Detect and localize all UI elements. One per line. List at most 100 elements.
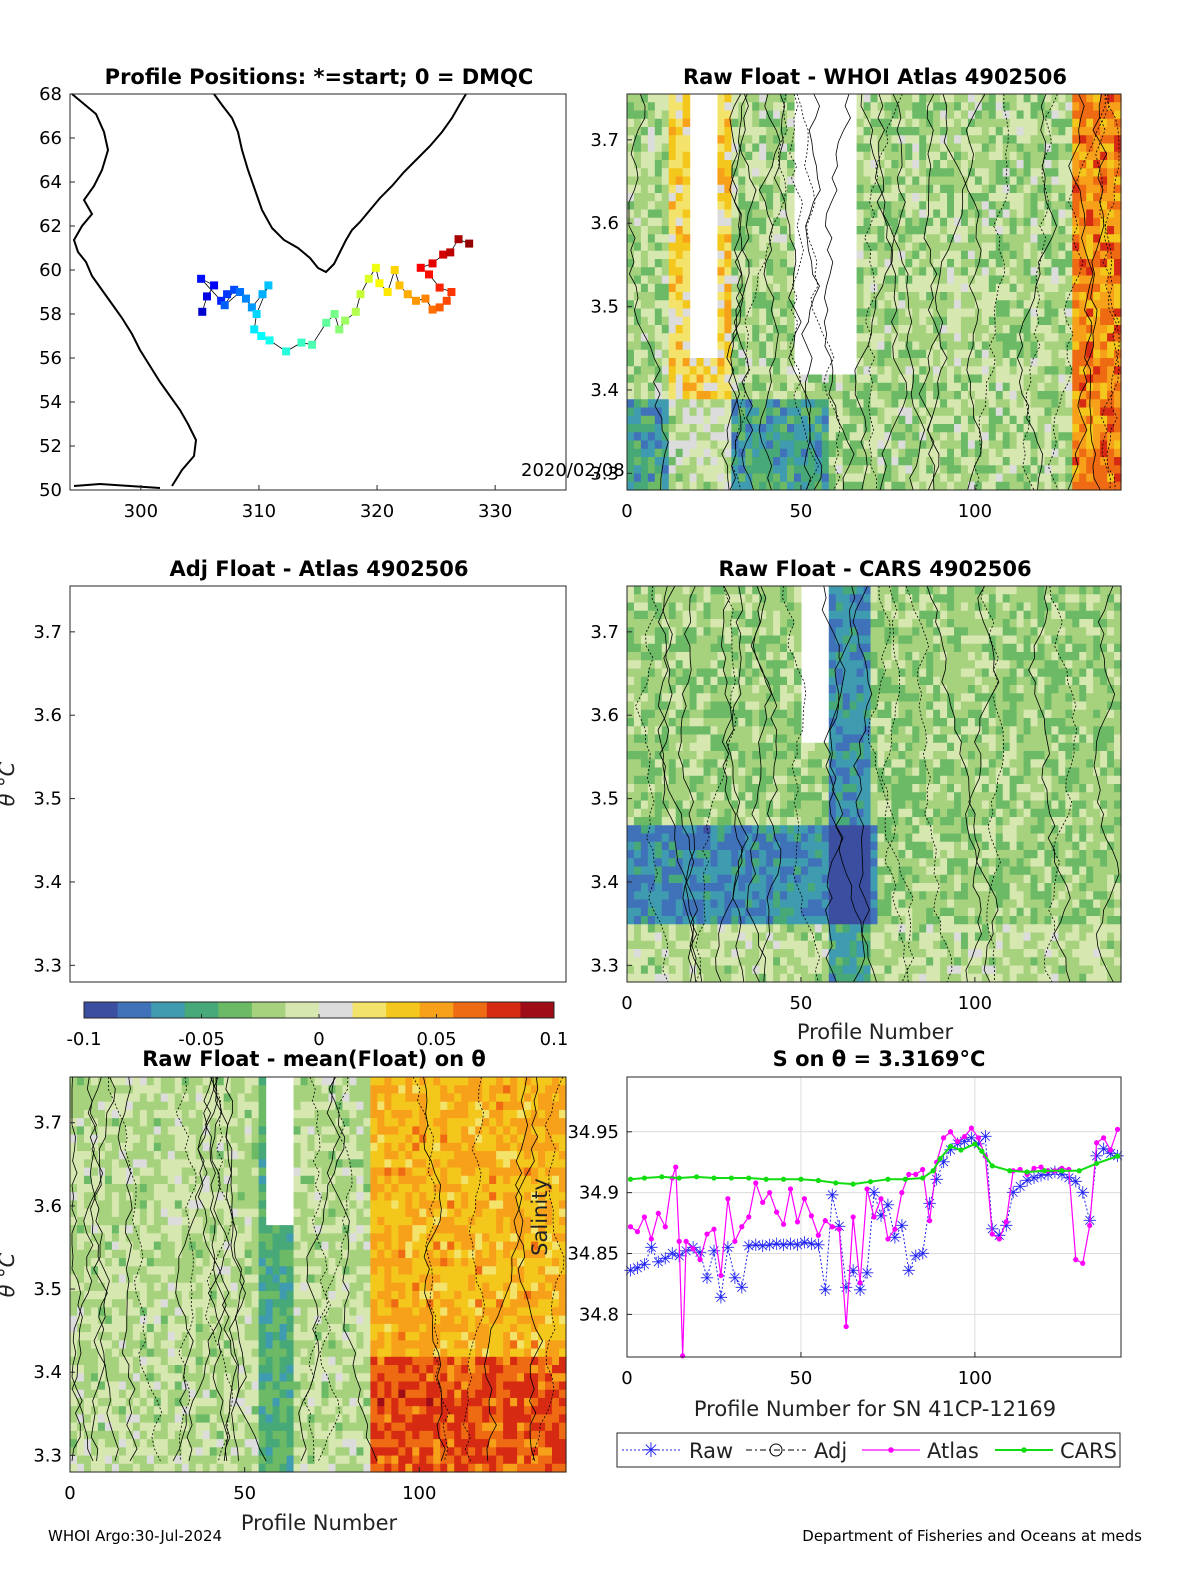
heatmap-cell [1030, 267, 1039, 277]
heatmap-cell [738, 701, 746, 711]
heatmap-cell [877, 292, 886, 301]
heatmap-cell [627, 341, 635, 351]
heatmap-cell [640, 366, 649, 376]
heatmap-cell [668, 349, 677, 359]
heatmap-cell [696, 586, 705, 595]
heatmap-cell [633, 907, 642, 917]
heatmap-cell [835, 973, 844, 983]
heatmap-cell [1023, 366, 1032, 376]
heatmap-cell [780, 325, 788, 334]
heatmap-cell [689, 652, 698, 661]
heatmap-cell [1086, 127, 1094, 136]
heatmap-cell [1002, 275, 1011, 285]
heatmap-cell [981, 358, 990, 367]
heatmap-cell [710, 965, 719, 975]
heatmap-cell [773, 891, 781, 901]
heatmap-cell [738, 333, 746, 343]
heatmap-cell [988, 151, 997, 161]
heatmap-cell [766, 668, 774, 678]
heatmap-cell [919, 193, 927, 202]
heatmap-cell [856, 808, 865, 818]
heatmap-cell [752, 440, 760, 450]
heatmap-cell [717, 127, 726, 136]
heatmap-cell [926, 366, 934, 376]
heatmap-cell [752, 300, 760, 310]
heatmap-cell [919, 407, 927, 417]
contour-line [773, 93, 812, 491]
heatmap-cell [870, 676, 879, 686]
heatmap-cell [640, 209, 649, 219]
heatmap-cell [877, 341, 886, 351]
heatmap-cell [856, 176, 865, 186]
heatmap-cell [884, 874, 892, 884]
heatmap-cell [717, 316, 726, 326]
heatmap-cell [898, 685, 906, 694]
heatmap-cell [696, 808, 705, 818]
heatmap-cell [856, 858, 865, 868]
heatmap-cell [1114, 217, 1122, 227]
heatmap-cell [1051, 110, 1059, 120]
heatmap-cell [800, 465, 809, 475]
heatmap-cell [752, 742, 760, 752]
heatmap-cell [828, 399, 837, 409]
heatmap-cell [884, 586, 892, 595]
heatmap-cell [884, 660, 892, 670]
heatmap-cell [787, 891, 795, 901]
heatmap-cell [661, 259, 670, 268]
heatmap-cell [870, 817, 879, 826]
heatmap-cell [856, 932, 865, 942]
heatmap-cell [1107, 316, 1115, 326]
heatmap-cell [842, 652, 851, 661]
heatmap-cell [627, 610, 635, 620]
heatmap-cell [835, 473, 844, 483]
heatmap-cell [1037, 481, 1046, 491]
heatmap-cell [821, 874, 830, 884]
heatmap-cell [884, 226, 892, 235]
heatmap-cell [745, 160, 753, 169]
heatmap-cell [842, 685, 851, 694]
heatmap-cell [828, 957, 837, 967]
heatmap-cell [905, 481, 913, 491]
heatmap-cell [891, 767, 899, 777]
heatmap-cell [898, 184, 906, 194]
heatmap-cell [675, 127, 684, 136]
heatmap-cell [627, 391, 635, 400]
profile-position-marker [223, 290, 232, 299]
heatmap-cell [877, 110, 886, 120]
heatmap-cell [752, 668, 760, 678]
heatmap-cell [1002, 349, 1011, 359]
heatmap-cell [988, 440, 997, 450]
heatmap-cell [773, 685, 781, 694]
heatmap-cell [682, 193, 691, 202]
heatmap-cell [1079, 457, 1087, 466]
heatmap-cell [1044, 457, 1053, 466]
heatmap-cell [835, 949, 844, 958]
heatmap-cell [1086, 168, 1094, 178]
heatmap-cell [974, 94, 983, 103]
heatmap-cell [1079, 259, 1087, 268]
heatmap-cell [668, 102, 677, 112]
heatmap-cell [981, 242, 990, 252]
heatmap-cell [821, 833, 830, 843]
contour-line [892, 93, 926, 491]
heatmap-cell [821, 382, 830, 392]
heatmap-cell [800, 825, 809, 835]
heatmap-cell [640, 709, 649, 719]
heatmap-cell [884, 825, 892, 835]
heatmap-cell [661, 643, 670, 653]
heatmap-cell [731, 858, 739, 868]
heatmap-cell [640, 825, 649, 835]
greenland-coast [213, 93, 467, 274]
heatmap-cell [940, 135, 948, 145]
heatmap-cell [835, 432, 844, 442]
heatmap-cell [675, 391, 684, 400]
heatmap-cell [745, 817, 753, 826]
heatmap-cell [793, 473, 802, 483]
heatmap-cell [933, 217, 941, 227]
heatmap-cell [974, 407, 983, 417]
heatmap-cell [1051, 481, 1059, 491]
heatmap-cell [710, 784, 719, 793]
heatmap-cell [738, 143, 746, 153]
heatmap-cell [752, 808, 760, 818]
heatmap-cell [745, 932, 753, 942]
